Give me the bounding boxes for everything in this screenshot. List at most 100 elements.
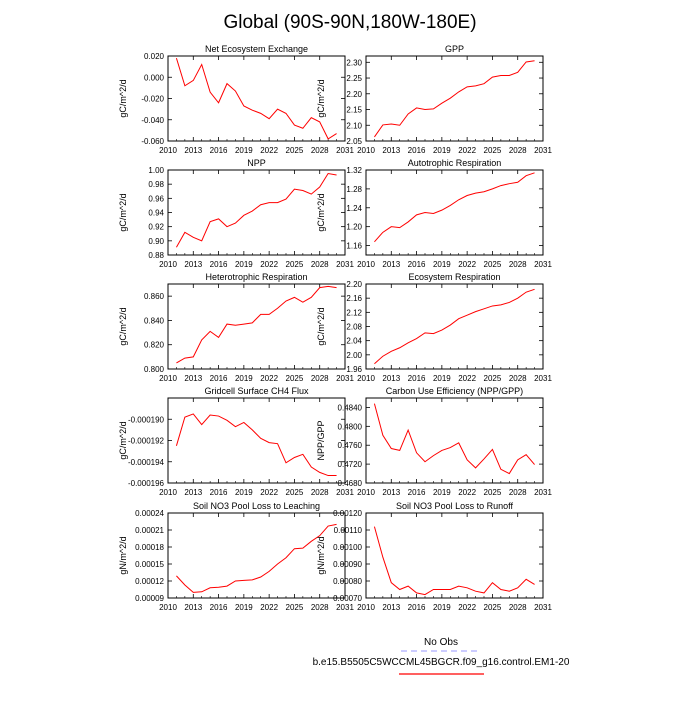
series-line — [176, 285, 337, 364]
chart-panel-2: NPP gC/m^2/d 2010 2013 2016 2019 2022 2025 2028 2… — [118, 158, 354, 269]
x-tick-label: 2019 — [235, 260, 253, 269]
y-tick-label: -0.060 — [141, 137, 164, 146]
y-tick-label: 2.05 — [346, 137, 362, 146]
series-line — [374, 288, 535, 365]
y-tick-label: 0.4720 — [338, 460, 363, 469]
x-tick-label: 2028 — [311, 146, 329, 155]
y-tick-label: 0.00015 — [135, 560, 164, 569]
x-tick-label: 2025 — [286, 260, 304, 269]
panel-title: Net Ecosystem Exchange — [205, 44, 308, 54]
y-tick-label: 2.20 — [346, 280, 362, 289]
x-tick-label: 2016 — [408, 603, 426, 612]
x-tick-label: 2022 — [458, 603, 476, 612]
panel-title: Carbon Use Efficiency (NPP/GPP) — [386, 386, 523, 396]
x-tick-label: 2031 — [534, 260, 552, 269]
series-line — [373, 403, 535, 475]
series-line — [374, 60, 535, 138]
y-axis-label: gN/m^2/d — [118, 536, 128, 574]
panel-title: Gridcell Surface CH4 Flux — [204, 386, 309, 396]
x-tick-label: 2028 — [509, 146, 527, 155]
x-tick-label: 2025 — [484, 374, 502, 383]
x-tick-label: 2022 — [458, 146, 476, 155]
y-tick-label: 0.000 — [144, 73, 165, 82]
y-tick-label: 0.00012 — [135, 577, 164, 586]
y-tick-label: 1.28 — [346, 185, 362, 194]
x-tick-label: 2019 — [433, 146, 451, 155]
legend-case-label: b.e15.B5505C5WCCML45BGCR.f09_g16.control… — [313, 657, 570, 668]
x-tick-label: 2010 — [357, 488, 375, 497]
x-tick-label: 2016 — [408, 488, 426, 497]
x-tick-label: 2019 — [235, 146, 253, 155]
x-tick-label: 2022 — [458, 260, 476, 269]
y-tick-label: 1.20 — [346, 223, 362, 232]
x-tick-label: 2010 — [159, 146, 177, 155]
x-tick-label: 2025 — [286, 488, 304, 497]
chart-panel-0: Net Ecosystem Exchange gC/m^2/d 2010 2013 20… — [118, 44, 354, 155]
y-tick-label: 0.840 — [144, 316, 165, 325]
x-tick-label: 2028 — [509, 488, 527, 497]
y-tick-label: 0.88 — [148, 251, 164, 260]
y-tick-label: 0.94 — [148, 209, 164, 218]
y-axis-label: gC/m^2/d — [118, 193, 128, 231]
y-tick-label: 0.00080 — [333, 577, 362, 586]
x-tick-label: 2031 — [336, 374, 354, 383]
x-tick-label: 2019 — [433, 260, 451, 269]
x-tick-label: 2025 — [484, 603, 502, 612]
x-tick-label: 2010 — [159, 374, 177, 383]
y-tick-label: 1.00 — [148, 166, 164, 175]
y-tick-label: 2.25 — [346, 74, 362, 83]
x-tick-label: 2010 — [357, 603, 375, 612]
x-tick-label: 2016 — [210, 146, 228, 155]
plot-frame — [365, 283, 544, 370]
y-tick-label: 0.90 — [148, 237, 164, 246]
x-tick-label: 2016 — [210, 603, 228, 612]
y-tick-label: 0.92 — [148, 223, 164, 232]
y-tick-label: 0.00021 — [135, 526, 164, 535]
y-tick-label: 2.10 — [346, 121, 362, 130]
chart-panel-4: Heterotrophic Respiration gC/m^2/d 2010 201… — [118, 272, 354, 383]
y-axis-label: gC/m^2/d — [118, 421, 128, 459]
series-line — [175, 57, 337, 140]
x-tick-label: 2016 — [408, 260, 426, 269]
x-tick-label: 2022 — [458, 488, 476, 497]
panel-title: GPP — [445, 44, 464, 54]
y-tick-label: 0.98 — [148, 180, 164, 189]
y-tick-label: 1.96 — [346, 365, 362, 374]
y-tick-label: 1.32 — [346, 166, 362, 175]
x-tick-label: 2013 — [184, 146, 202, 155]
chart-panel-1: GPP gC/m^2/d 2010 2013 2016 2019 2022 2025 2028 2… — [316, 44, 552, 155]
y-tick-label: 2.00 — [346, 351, 362, 360]
y-tick-label: 0.00100 — [333, 543, 362, 552]
y-tick-label: 0.00120 — [333, 509, 362, 518]
x-tick-label: 2028 — [509, 374, 527, 383]
x-tick-label: 2031 — [336, 260, 354, 269]
x-tick-label: 2025 — [484, 488, 502, 497]
x-tick-label: 2016 — [210, 260, 228, 269]
panel-title: Soil NO3 Pool Loss to Runoff — [396, 501, 513, 511]
page-title: Global (90S-90N,180W-180E) — [223, 12, 476, 33]
y-tick-label: 0.96 — [148, 194, 164, 203]
x-tick-label: 2028 — [311, 374, 329, 383]
x-tick-label: 2028 — [509, 603, 527, 612]
y-tick-label: 0.00024 — [135, 509, 164, 518]
panel-title: Heterotrophic Respiration — [205, 272, 307, 282]
x-tick-label: 2010 — [357, 260, 375, 269]
y-tick-label: 0.820 — [144, 341, 165, 350]
x-tick-label: 2025 — [286, 603, 304, 612]
chart-panel-9: Soil NO3 Pool Loss to Runoff gN/m^2/d 2010… — [316, 501, 552, 612]
y-tick-label: 0.4800 — [338, 422, 363, 431]
x-tick-label: 2010 — [159, 488, 177, 497]
x-tick-label: 2022 — [458, 374, 476, 383]
x-tick-label: 2013 — [184, 488, 202, 497]
x-tick-label: 2028 — [311, 260, 329, 269]
panel-title: Soil NO3 Pool Loss to Leaching — [193, 501, 320, 511]
x-tick-label: 2025 — [286, 374, 304, 383]
chart-panel-8: Soil NO3 Pool Loss to Leaching gN/m^2/d 20… — [118, 501, 354, 612]
x-tick-label: 2022 — [260, 146, 278, 155]
legend-no-obs-label: No Obs — [424, 637, 458, 648]
x-tick-label: 2016 — [210, 488, 228, 497]
series-line — [176, 523, 337, 593]
x-tick-label: 2016 — [210, 374, 228, 383]
y-tick-label: -0.020 — [141, 95, 164, 104]
